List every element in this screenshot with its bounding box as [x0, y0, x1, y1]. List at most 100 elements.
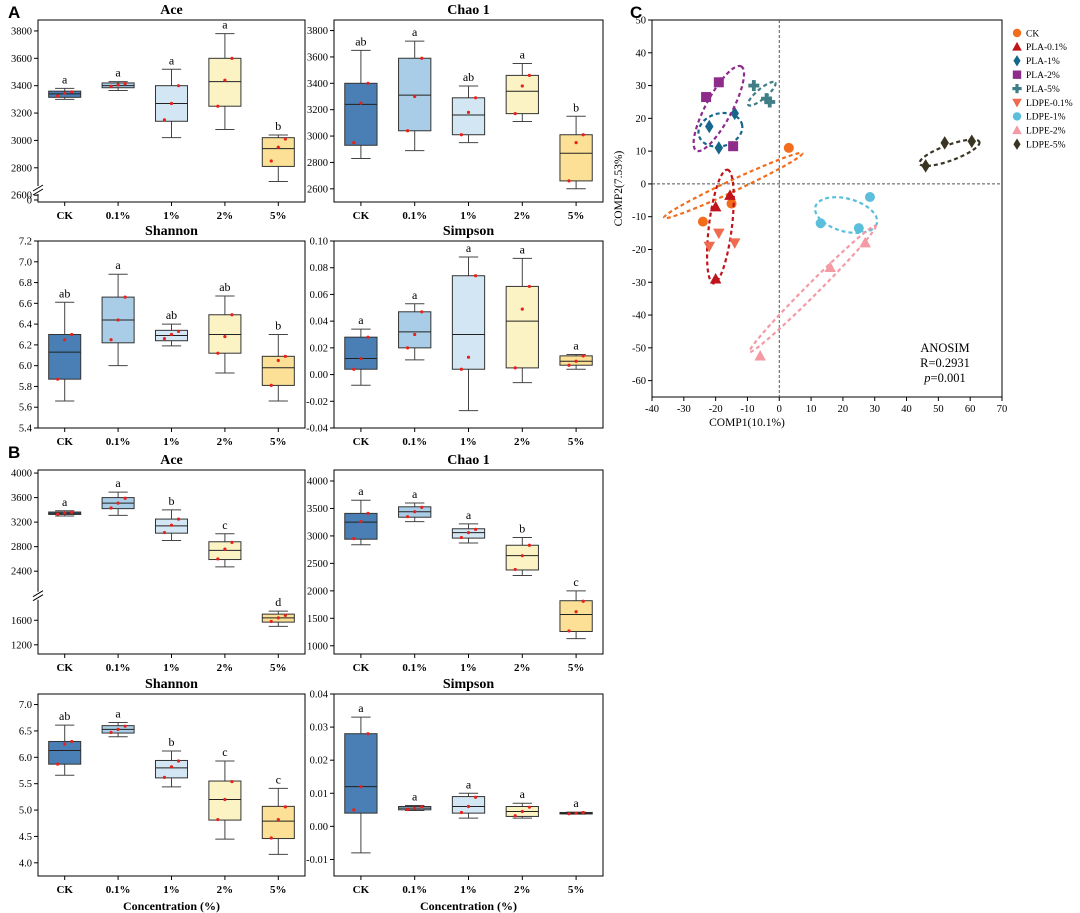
y-tick-label: -30 — [632, 278, 646, 289]
data-point — [413, 806, 417, 810]
y-tick-label: 3800 — [11, 26, 32, 37]
x-tick-label: 2% — [514, 210, 531, 222]
data-point — [123, 82, 127, 86]
box-CK — [48, 334, 82, 380]
legend-entry: LDPE-5% — [1026, 141, 1066, 151]
box-2% — [208, 57, 242, 107]
y-tick-label: 50 — [636, 16, 647, 27]
x-tick-label: CK — [56, 436, 73, 448]
scatter-point — [859, 236, 871, 248]
scatter-point — [921, 159, 930, 173]
data-point — [176, 84, 181, 88]
x-tick-label: 2% — [514, 662, 531, 674]
data-point — [466, 355, 471, 359]
x-tick-label: -40 — [645, 404, 659, 415]
x-tick-label: 5% — [568, 210, 585, 222]
significance-letter: d — [275, 595, 281, 609]
data-point — [223, 797, 227, 802]
plus-bar-v — [1015, 83, 1019, 94]
significance-letter: a — [412, 25, 418, 39]
data-point — [283, 805, 287, 809]
significance-letter: a — [412, 790, 418, 804]
scatter-point — [713, 77, 724, 88]
y-tick-label: 3800 — [307, 26, 328, 37]
box-5% — [559, 600, 593, 632]
x-axis-label: COMP1(10.1%) — [709, 417, 785, 429]
data-point — [269, 159, 273, 163]
axis-break-mark — [32, 590, 44, 598]
y-tick-label: 0.04 — [310, 690, 329, 701]
data-point — [116, 318, 120, 322]
y-tick-label: 2500 — [307, 559, 328, 570]
scatter-point — [728, 238, 741, 249]
x-tick-label: CK — [353, 436, 370, 448]
x-tick-label: CK — [56, 662, 73, 674]
data-point — [269, 619, 273, 624]
y-tick-label: 30 — [636, 81, 647, 92]
y-tick-label: 6.4 — [19, 320, 33, 331]
x-tick-label: CK — [353, 210, 370, 222]
y-tick-label: 0.02 — [310, 343, 328, 354]
significance-letter: a — [412, 487, 418, 501]
data-point — [474, 795, 478, 799]
x-tick-label: 2% — [217, 210, 234, 222]
x-tick-label: 2% — [514, 436, 531, 448]
y-tick-label: 2000 — [307, 586, 328, 597]
y-tick-label: 0.00 — [310, 822, 328, 833]
y-tick-label: 3400 — [11, 81, 32, 92]
data-point — [520, 554, 524, 558]
y-tick-label: 0 — [27, 196, 32, 207]
panel-label-a: A — [8, 3, 20, 22]
x-tick-label: 5% — [568, 436, 585, 448]
data-point — [109, 84, 113, 88]
data-point — [63, 511, 67, 515]
scatter-point — [754, 350, 766, 361]
data-point — [109, 506, 113, 510]
series-ldpe-2- — [748, 224, 877, 361]
data-point — [420, 805, 424, 809]
scatter-point — [728, 141, 739, 152]
data-point — [581, 810, 585, 815]
x-tick-label: 5% — [270, 662, 287, 674]
y-tick-label: 5.6 — [19, 403, 32, 414]
data-point — [223, 334, 227, 339]
significance-letter: b — [519, 522, 525, 536]
significance-letter: a — [358, 313, 364, 327]
box-0.1% — [398, 311, 432, 349]
data-point — [169, 523, 174, 527]
boxplot-b-ace: Ace 1200 1600 2400 2800 3200 3600 4000 CK a 0.1% a 1… — [11, 453, 306, 674]
plot-frame — [651, 19, 1003, 398]
y-tick-label: 40 — [636, 48, 647, 59]
data-point — [223, 547, 227, 551]
scatter-point — [824, 261, 836, 273]
significance-letter: a — [62, 72, 68, 86]
y-tick-label: 3200 — [11, 518, 32, 529]
y-tick-label: 3200 — [307, 105, 328, 116]
data-point — [527, 284, 532, 289]
significance-letter: a — [466, 508, 472, 522]
data-point — [63, 338, 67, 342]
axis-break-gap — [33, 186, 43, 194]
data-point — [123, 724, 127, 728]
data-point — [123, 496, 127, 500]
scatter-point — [764, 96, 776, 108]
anosim-r: R=0.2931 — [920, 356, 970, 370]
data-point — [352, 808, 356, 812]
scatter-point — [730, 106, 739, 121]
scatter-point — [783, 142, 794, 153]
legend-entry: PLA-2% — [1026, 71, 1060, 81]
scatter-point — [726, 198, 737, 209]
data-point — [162, 118, 167, 122]
y-tick-label: 5.4 — [19, 424, 33, 435]
y-tick-label: 3000 — [307, 132, 328, 143]
data-point — [513, 366, 517, 370]
y-axis-label: COMP2(7.53%) — [613, 150, 625, 226]
y-tick-label: -0.01 — [306, 855, 328, 866]
data-point — [70, 510, 74, 514]
y-tick-label: 3600 — [307, 52, 328, 63]
data-point — [109, 338, 113, 342]
legend-entry: LDPE-0.1% — [1026, 99, 1073, 109]
scatter-point — [697, 216, 708, 227]
x-tick-label: 5% — [270, 210, 287, 222]
box-2% — [208, 314, 242, 354]
